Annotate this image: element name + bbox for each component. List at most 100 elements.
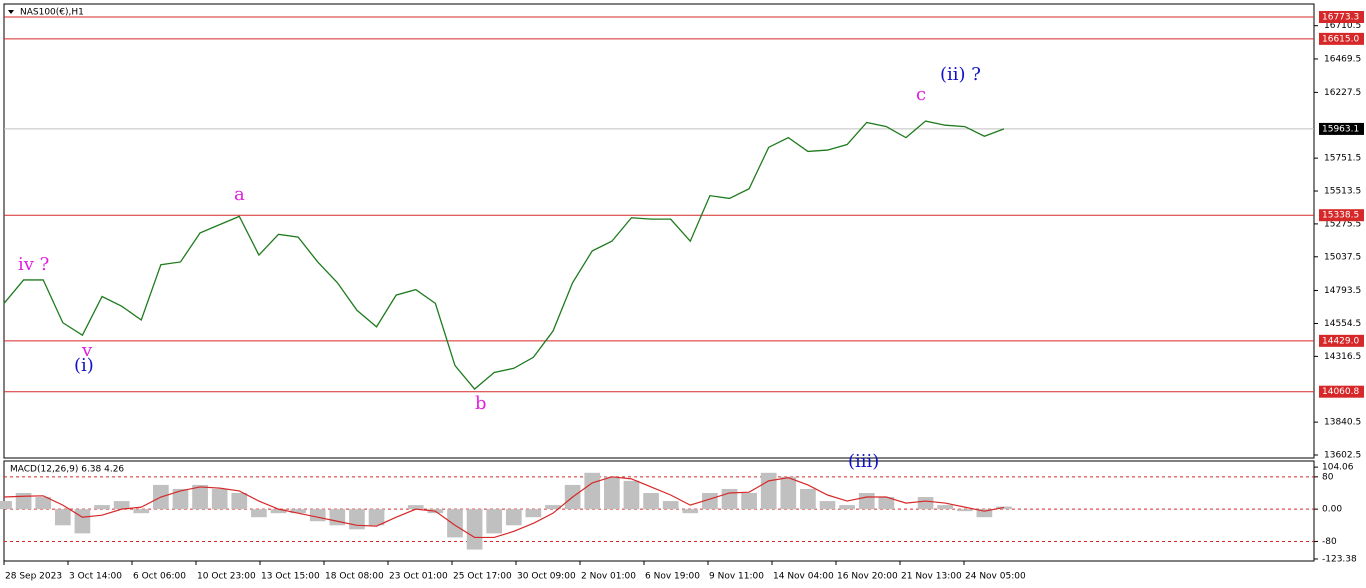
macd-bar bbox=[133, 509, 150, 514]
indicator-y-tick-label: -123.38 bbox=[1322, 554, 1357, 564]
macd-bar bbox=[309, 509, 326, 522]
menu-arrow[interactable] bbox=[8, 10, 14, 14]
wave-label: a bbox=[234, 184, 245, 205]
macd-bar bbox=[760, 472, 777, 510]
macd-bar bbox=[192, 484, 208, 510]
macd-bar bbox=[878, 497, 895, 510]
y-tick-label: 15513.5 bbox=[1324, 187, 1361, 197]
macd-bar bbox=[231, 492, 248, 510]
macd-bar bbox=[368, 509, 385, 526]
x-tick-label: 3 Oct 14:00 bbox=[69, 572, 122, 582]
x-tick-label: 28 Sep 2023 bbox=[5, 572, 62, 582]
x-tick-label: 30 Oct 09:00 bbox=[517, 572, 576, 582]
main-panel bbox=[3, 3, 1315, 459]
level-label-box bbox=[1319, 334, 1364, 347]
x-tick-label: 10 Oct 23:00 bbox=[197, 572, 256, 582]
y-tick-label: 13602.5 bbox=[1324, 451, 1361, 461]
macd-bar bbox=[956, 509, 973, 512]
macd-bar bbox=[819, 501, 836, 510]
macd-bar bbox=[917, 497, 934, 510]
macd-bar bbox=[290, 509, 306, 514]
macd-bar bbox=[682, 509, 699, 514]
level-label-box bbox=[1319, 10, 1364, 23]
macd-bar bbox=[643, 492, 659, 510]
indicator-y-tick-label: 104.06 bbox=[1322, 463, 1354, 473]
y-tick-label: 16227.5 bbox=[1324, 88, 1361, 98]
y-tick-label: 16469.5 bbox=[1324, 54, 1361, 64]
indicator-y-tick-label: 0.00 bbox=[1322, 505, 1342, 515]
y-tick-label: 14316.5 bbox=[1324, 352, 1361, 362]
wave-label: (ii) ? bbox=[940, 64, 981, 85]
macd-bar bbox=[94, 505, 110, 510]
x-tick-label: 21 Nov 13:00 bbox=[901, 572, 962, 582]
signal-line bbox=[3, 476, 1005, 539]
current-price-box bbox=[1319, 122, 1364, 135]
indicator-y-tick-label: -80 bbox=[1322, 537, 1337, 547]
level-label-box bbox=[1319, 385, 1364, 398]
indicator-y-tick-label: 80 bbox=[1322, 472, 1334, 482]
macd-bar bbox=[858, 492, 875, 510]
wave-label: iv ? bbox=[18, 254, 49, 275]
indicator-panel bbox=[3, 460, 1315, 562]
wave-label: v bbox=[81, 340, 93, 361]
x-tick-label: 24 Nov 05:00 bbox=[965, 572, 1026, 582]
macd-bar bbox=[113, 501, 130, 510]
macd-bar bbox=[525, 509, 542, 518]
macd-bar bbox=[15, 492, 32, 510]
x-tick-label: 13 Oct 15:00 bbox=[261, 572, 320, 582]
x-tick-label: 23 Oct 01:00 bbox=[389, 572, 448, 582]
x-tick-label: 6 Oct 06:00 bbox=[133, 572, 186, 582]
macd-bar bbox=[623, 480, 640, 510]
y-tick-label: 14554.5 bbox=[1324, 319, 1361, 329]
macd-bar bbox=[466, 509, 483, 550]
macd-bar bbox=[0, 501, 12, 510]
level-label: 14429.0 bbox=[1322, 336, 1359, 346]
level-label-box bbox=[1319, 209, 1364, 222]
level-label: 16773.3 bbox=[1322, 12, 1359, 22]
y-tick-label: 15751.5 bbox=[1324, 154, 1361, 164]
macd-bar bbox=[329, 509, 346, 526]
macd-bar bbox=[447, 509, 463, 538]
macd-bar bbox=[721, 488, 738, 510]
wave-label: b bbox=[475, 393, 487, 414]
macd-bar bbox=[407, 505, 424, 510]
macd-bar bbox=[349, 509, 365, 530]
indicator-title: MACD(12,26,9) 6.38 4.26 bbox=[10, 465, 124, 475]
macd-bar bbox=[976, 509, 993, 518]
macd-bar bbox=[662, 501, 679, 510]
macd-bar bbox=[251, 509, 267, 518]
x-tick-label: 2 Nov 01:00 bbox=[581, 572, 636, 582]
macd-bar bbox=[172, 488, 189, 510]
macd-bar bbox=[54, 509, 71, 526]
wave-label: (i) bbox=[74, 355, 94, 376]
macd-bar bbox=[839, 505, 855, 510]
macd-bar bbox=[604, 476, 620, 510]
wave-label: c bbox=[916, 84, 926, 105]
macd-bar bbox=[74, 509, 91, 534]
y-tick-label: 15275.5 bbox=[1324, 219, 1361, 229]
y-tick-label: 16710.5 bbox=[1324, 21, 1361, 31]
macd-bar bbox=[486, 509, 503, 534]
x-tick-label: 16 Nov 20:00 bbox=[837, 572, 898, 582]
macd-bar bbox=[35, 497, 52, 510]
macd-bar bbox=[780, 476, 797, 510]
x-tick-label: 6 Nov 19:00 bbox=[645, 572, 700, 582]
chart-title: NAS100(€),H1 bbox=[20, 8, 84, 18]
level-label: 15338.5 bbox=[1322, 211, 1359, 221]
y-tick-label: 13840.5 bbox=[1324, 418, 1361, 428]
x-tick-label: 18 Oct 08:00 bbox=[325, 572, 384, 582]
macd-bar bbox=[584, 472, 601, 510]
x-tick-label: 25 Oct 17:00 bbox=[453, 572, 512, 582]
macd-bar bbox=[800, 488, 816, 510]
x-tick-label: 9 Nov 11:00 bbox=[709, 572, 764, 582]
macd-bar bbox=[741, 492, 757, 510]
macd-bar bbox=[211, 488, 228, 510]
price-line bbox=[3, 120, 1005, 390]
x-tick-label: 14 Nov 04:00 bbox=[773, 572, 834, 582]
macd-bar bbox=[505, 509, 522, 526]
level-label: 16615.0 bbox=[1322, 34, 1359, 44]
level-label-box bbox=[1319, 32, 1364, 45]
macd-bar bbox=[702, 492, 718, 510]
